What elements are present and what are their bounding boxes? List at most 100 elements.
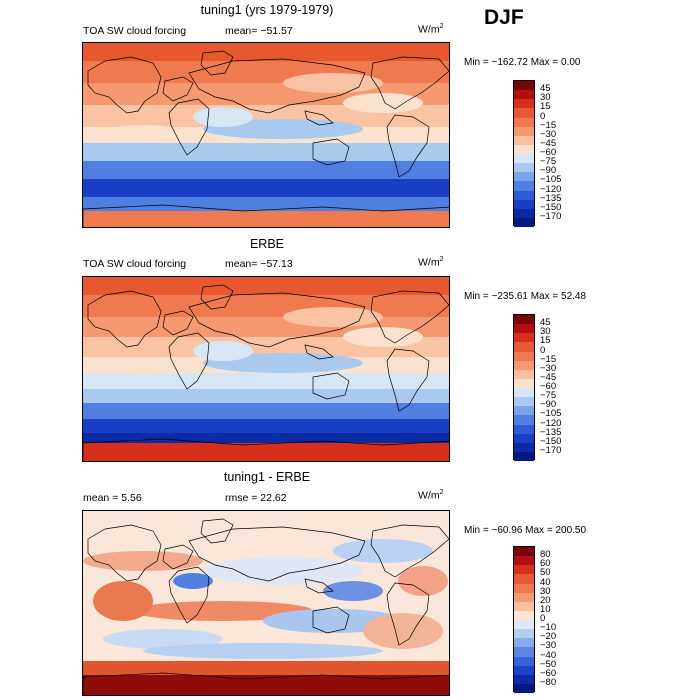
colorbar-level-label: 80 [540,549,551,561]
colorbar-swatch [514,556,534,566]
panel-1-mean: mean= −51.57 [225,25,293,37]
colorbar-swatch [514,610,534,620]
colorbar-swatch [514,583,534,593]
panel-2-title: ERBE [249,237,285,251]
colorbar-level-label: −30 [540,640,557,652]
colorbar-swatch [514,135,534,145]
colorbar-level-label: −90 [540,399,557,411]
colorbar-level-label: −170 [540,444,562,456]
colorbar-swatch [514,126,534,136]
colorbar-swatch [514,163,534,173]
colorbar-swatch [514,342,534,352]
colorbar-swatch [514,369,534,379]
colorbar-level-label: 0 [540,613,546,624]
colorbar-level-label: 40 [540,576,551,588]
colorbar-swatch [514,424,534,434]
colorbar-swatch [514,451,534,461]
colorbar-swatch [514,592,534,602]
colorbar-swatch [514,406,534,416]
colorbar-level-label: 0 [540,344,546,356]
colorbar-level-label: −60 [540,667,557,679]
panel-1-field-label: TOA SW cloud forcing [83,25,187,37]
colorbar-swatch [514,360,534,370]
colorbar-swatch [514,683,534,693]
colorbar-level-label: −150 [540,435,562,447]
colorbar-level-label: −105 [540,408,562,420]
colorbar-level-label: −10 [540,622,557,634]
colorbar-level-label: −90 [540,165,557,177]
colorbar-level-label: −80 [540,676,557,688]
colorbar-level-label: 0 [540,110,546,122]
colorbar-swatch [514,315,534,325]
colorbar-level-label: 60 [540,558,551,570]
panel-2-colorbar [513,314,535,461]
colorbar-swatch [514,351,534,361]
colorbar-level-label: −20 [540,631,557,643]
colorbar-level-label: −170 [540,210,562,222]
colorbar-level-label: 30 [540,326,551,338]
colorbar-level-label: −105 [540,174,562,186]
colorbar-swatch [514,154,534,164]
panel-3-units: W/m2 [418,489,444,502]
colorbar-swatch [514,81,534,91]
colorbar-swatch [514,190,534,200]
colorbar-swatch [514,433,534,443]
panel-3-map [82,510,450,696]
colorbar-level-label: 45 [540,83,551,95]
panel-2-map [82,276,450,462]
panel-3-rmse: rmse = 22.62 [225,492,287,504]
colorbar-swatch [514,397,534,407]
panel-2-field-label: TOA SW cloud forcing [83,258,187,270]
panel-1-min-max: Min = −162.72 Max = 0.00 [464,57,581,68]
colorbar-level-label: −75 [540,156,557,168]
colorbar-swatch [514,208,534,218]
panel-2-mean: mean= −57.13 [225,258,293,270]
colorbar-level-label: −135 [540,192,562,204]
colorbar-level-label: −50 [540,658,557,670]
colorbar-level-label: 15 [540,101,551,113]
colorbar-level-label: 20 [540,594,551,606]
colorbar-swatch [514,90,534,100]
colorbar-swatch [514,574,534,584]
colorbar-level-label: 30 [540,585,551,597]
colorbar-swatch [514,217,534,227]
colorbar-level-label: −15 [540,119,557,131]
colorbar-level-label: −30 [540,362,557,374]
colorbar-swatch [514,565,534,575]
panel-1-title: tuning1 (yrs 1979-1979) [200,3,334,17]
colorbar-level-label: 15 [540,335,551,347]
colorbar-swatch [514,172,534,182]
colorbar-swatch [514,378,534,388]
colorbar-swatch [514,117,534,127]
colorbar-level-label: −120 [540,417,562,429]
colorbar-level-label: −40 [540,649,557,661]
colorbar-level-label: −120 [540,183,562,195]
colorbar-level-label: −45 [540,371,557,383]
colorbar-swatch [514,324,534,334]
colorbar-level-label: 30 [540,92,551,104]
colorbar-swatch [514,388,534,398]
colorbar-swatch [514,638,534,648]
colorbar-swatch [514,442,534,452]
colorbar-level-label: −15 [540,353,557,365]
colorbar-swatch [514,656,534,666]
colorbar-level-label: −30 [540,128,557,140]
colorbar-swatch [514,181,534,191]
panel-2-units: W/m2 [418,256,444,269]
panel-2-min-max: Min = −235.61 Max = 52.48 [464,291,587,302]
colorbar-swatch [514,144,534,154]
colorbar-swatch [514,629,534,639]
season-label: DJF [484,6,524,29]
panel-3-mean: mean = 5.56 [83,492,142,504]
panel-3-title: tuning1 - ERBE [223,470,311,484]
colorbar-level-label: −60 [540,381,557,392]
colorbar-level-label: 45 [540,317,551,329]
colorbar-swatch [514,99,534,109]
colorbar-level-label: −45 [540,137,557,149]
colorbar-swatch [514,333,534,343]
panel-1-units: W/m2 [418,23,444,36]
colorbar-swatch [514,665,534,675]
panel-1-map [82,42,450,228]
colorbar-swatch [514,199,534,209]
colorbar-swatch [514,620,534,630]
